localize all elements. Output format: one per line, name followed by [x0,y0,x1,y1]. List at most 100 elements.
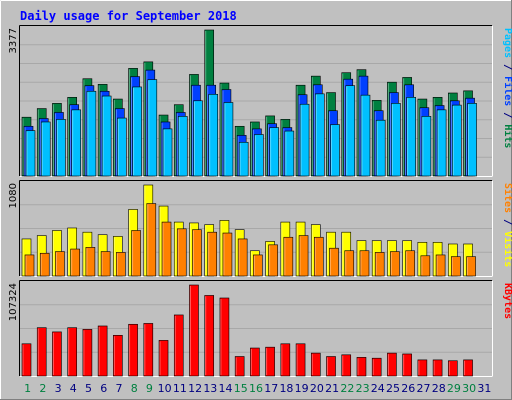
x-tick-label-day-27: 27 [416,382,430,395]
legend-entry: / [502,213,512,231]
x-tick-label-day-23: 23 [356,382,370,395]
bar-sites-day-6 [100,251,111,277]
bar-kbytes-day-22 [341,354,352,377]
bar-kbytes-day-12 [189,284,199,377]
bar-sites-day-14 [222,232,233,277]
bar-sites-day-24 [374,252,385,277]
bar-sites-day-8 [131,230,141,277]
x-tick-label-day-31: 31 [477,382,491,395]
bar-sites-day-16 [253,254,263,277]
bar-pages-day-7 [117,117,127,177]
x-tick-label-day-17: 17 [264,382,278,395]
bar-sites-day-21 [329,247,339,277]
bar-pages-day-23 [360,94,371,177]
bar-kbytes-day-23 [356,357,367,377]
bar-pages-day-22 [345,85,356,177]
bar-sites-day-25 [390,251,400,277]
bar-sites-day-27 [420,255,431,277]
bar-pages-day-12 [193,100,203,177]
bar-pages-day-25 [391,103,401,177]
bar-pages-day-26 [406,97,416,177]
bar-pages-day-30 [467,103,477,177]
bar-pages-day-9 [147,79,158,177]
legend-entry: Visits [502,231,512,267]
bar-sites-day-26 [405,250,415,277]
bar-sites-day-15 [237,238,248,277]
bar-pages-day-10 [162,128,173,177]
series-legend-visits-sites: Sites / Visits [502,183,512,267]
bar-pages-day-17 [269,127,279,177]
chart-title: Daily usage for September 2018 [20,9,237,23]
bar-kbytes-day-28 [432,359,443,377]
bar-pages-day-16 [254,134,264,177]
bar-sites-day-29 [451,256,461,277]
x-tick-label-day-8: 8 [131,382,138,395]
x-tick-label-day-14: 14 [219,382,233,395]
x-tick-label-day-30: 30 [462,382,476,395]
x-tick-label-day-18: 18 [279,382,293,395]
bar-kbytes-day-30 [463,359,473,377]
x-tick-label-day-7: 7 [115,382,122,395]
x-tick-label-day-3: 3 [55,382,62,395]
legend-entry: / [502,58,512,76]
bar-kbytes-day-7 [113,335,123,377]
panel-visits-sites: 1080 Sites / Visits [8,180,512,277]
bar-kbytes-day-1 [21,343,32,377]
bar-sites-day-22 [344,250,355,277]
x-tick-label-day-25: 25 [386,382,400,395]
bar-pages-day-1 [25,130,36,177]
bar-sites-day-12 [192,229,202,277]
bar-pages-day-18 [284,130,295,177]
bar-sites-day-11 [176,228,187,277]
x-tick-label-day-1: 1 [24,382,31,395]
bar-kbytes-day-21 [326,356,336,377]
legend-entry: Sites [502,183,512,213]
bar-kbytes-day-10 [158,340,169,377]
x-tick-label-day-19: 19 [295,382,309,395]
x-tick-label-day-22: 22 [340,382,354,395]
bar-kbytes-day-27 [417,359,428,377]
legend-entry: Hits [502,124,512,148]
bar-kbytes-day-24 [371,357,382,377]
bar-kbytes-day-26 [402,353,412,377]
bar-pages-day-2 [40,121,51,177]
x-tick-label-day-29: 29 [447,382,461,395]
x-tick-label-day-12: 12 [188,382,202,395]
series-legend-hits-files-pages: Pages / Files / Hits [502,28,512,148]
bar-sites-day-19 [298,235,309,277]
bar-pages-day-27 [421,116,432,177]
x-tick-label-day-28: 28 [432,382,446,395]
bar-kbytes-day-2 [36,327,47,377]
legend-entry: Pages [502,28,512,58]
bar-pages-day-5 [86,90,97,177]
bar-kbytes-day-25 [387,352,397,377]
bar-pages-day-24 [375,119,386,177]
bar-kbytes-day-8 [128,323,138,377]
bar-pages-day-28 [436,109,447,177]
series-legend-kbytes: KBytes [502,283,512,319]
bar-kbytes-day-14 [219,297,230,377]
bar-sites-day-20 [313,236,324,277]
x-tick-label-day-6: 6 [100,382,107,395]
bar-pages-day-3 [56,119,66,177]
bar-kbytes-day-5 [82,329,93,377]
bar-pages-day-20 [314,93,325,177]
bar-sites-day-13 [207,231,218,277]
x-tick-label-day-9: 9 [146,382,153,395]
legend-entry: KBytes [502,283,512,319]
y-max-label-hits-files-pages: 3377 [8,28,19,53]
bar-kbytes-day-9 [143,323,154,377]
bar-sites-day-17 [268,244,278,277]
x-tick-label-day-13: 13 [203,382,217,395]
bar-pages-day-15 [238,141,249,177]
x-tick-label-day-4: 4 [70,382,77,395]
x-tick-label-day-11: 11 [173,382,187,395]
legend-entry: Files [502,76,512,106]
x-tick-label-day-24: 24 [371,382,385,395]
bar-pages-day-13 [208,93,219,177]
bar-sites-day-7 [116,252,126,277]
x-axis-labels: 1 2 3 4 5 6 7 8 9 10 11 12 13 14 15 16 17 18 19 20 21 22 23 24 2… [24,382,491,395]
bar-kbytes-day-4 [67,327,77,377]
bar-sites-day-30 [466,256,476,277]
